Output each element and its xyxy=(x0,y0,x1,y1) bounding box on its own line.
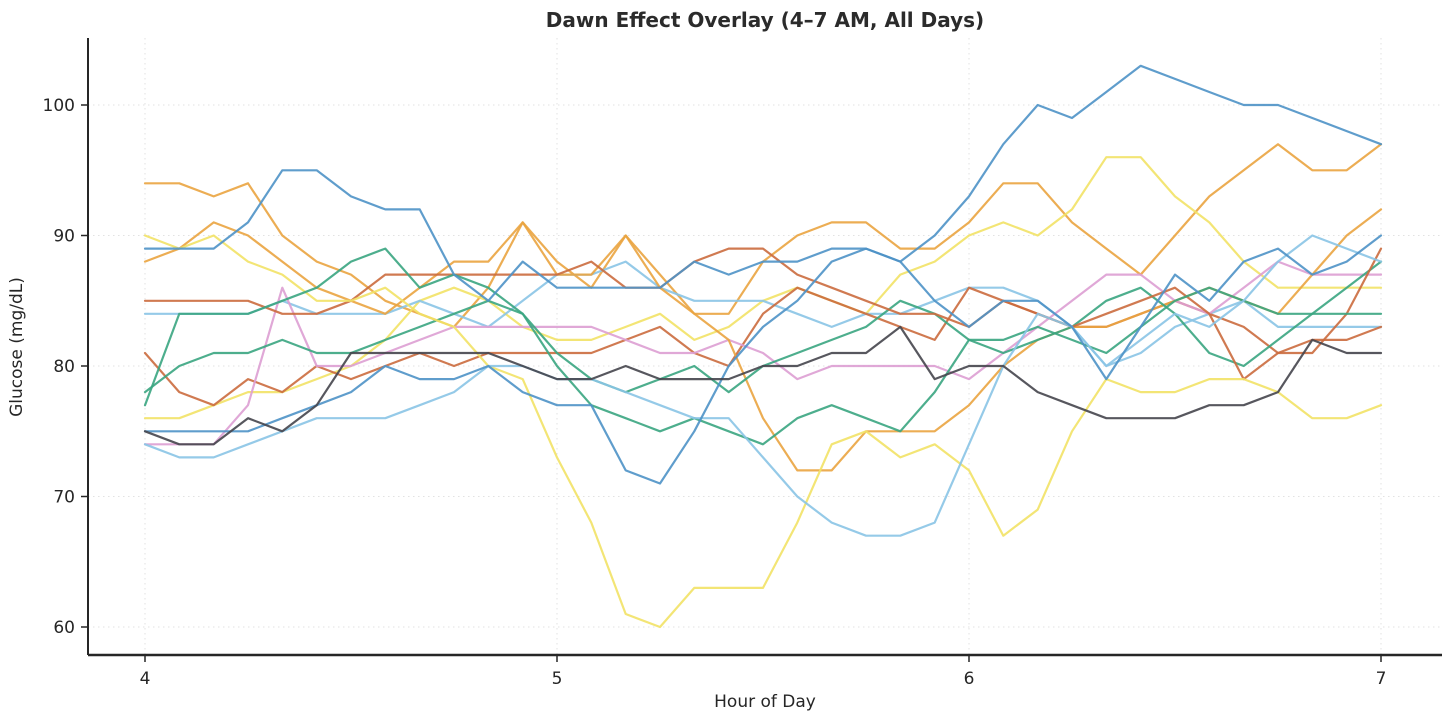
axes xyxy=(81,38,1442,662)
series-line-day-12-lightblue-dipper xyxy=(143,234,1383,537)
y-tick-label: 90 xyxy=(53,227,75,247)
x-tick-label: 7 xyxy=(1376,669,1387,689)
grid-lines xyxy=(88,38,1442,655)
series-line-day-14-blue-mid xyxy=(143,234,1383,485)
x-tick-label: 4 xyxy=(140,669,151,689)
series-line-day-6-gray xyxy=(143,325,1383,446)
y-tick-label: 100 xyxy=(43,96,75,116)
series-line-day-8-yellow-dipper xyxy=(143,234,1383,629)
y-tick-label: 80 xyxy=(53,357,75,377)
series-line-day-1-blue-peak xyxy=(143,64,1383,302)
y-tick-label: 70 xyxy=(53,488,75,508)
x-axis-label: Hour of Day xyxy=(714,692,816,712)
x-tick-label: 5 xyxy=(552,669,563,689)
series-line-day-11-lightblue-flat xyxy=(143,260,1383,368)
chart-title: Dawn Effect Overlay (4–7 AM, All Days) xyxy=(546,8,984,32)
series-lines xyxy=(143,64,1383,629)
tick-labels: 4 5 6 7 60 70 80 90 100 xyxy=(43,96,1387,689)
y-axis-label: Glucose (mg/dL) xyxy=(7,277,27,417)
series-line-day-7-rust-low xyxy=(143,286,1383,407)
series-line-day-3-green xyxy=(143,247,1383,446)
y-tick-label: 60 xyxy=(53,618,75,638)
series-line-day-13-yellow-high xyxy=(143,156,1383,420)
x-tick-label: 6 xyxy=(964,669,975,689)
